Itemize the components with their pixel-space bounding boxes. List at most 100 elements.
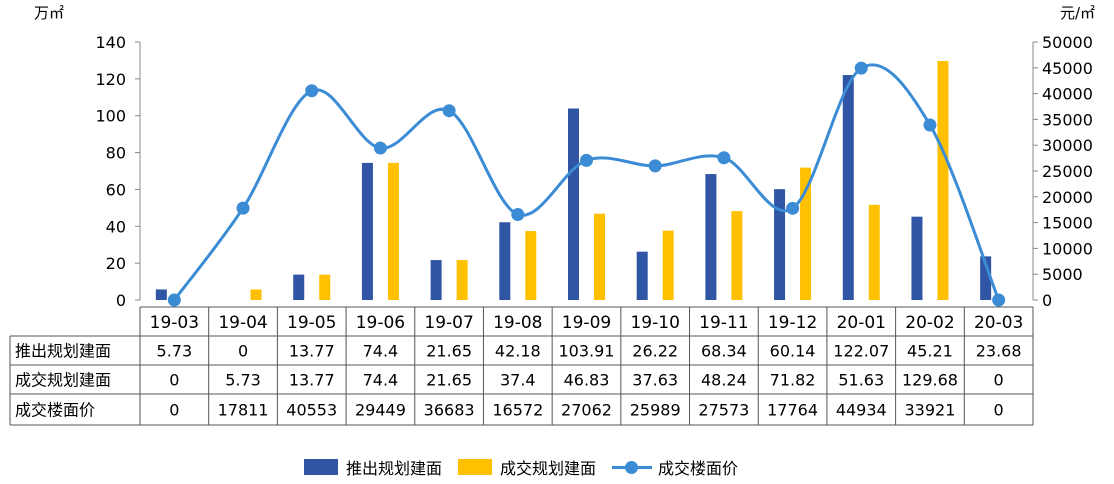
category-label: 19-08 <box>493 313 542 333</box>
table-cell: 60.14 <box>770 342 816 361</box>
category-label: 19-07 <box>424 313 473 333</box>
table-cell: 0 <box>169 401 179 420</box>
left-tick-label: 20 <box>106 254 126 273</box>
bar-launched-area <box>361 162 373 300</box>
category-label: 20-02 <box>905 313 954 333</box>
legend-label-launched-area: 推出规划建面 <box>346 459 443 478</box>
table-cell: 42.18 <box>495 342 541 361</box>
left-tick-label: 120 <box>95 70 126 89</box>
bar-launched-area <box>842 75 854 301</box>
table-cell: 29449 <box>355 401 406 420</box>
table-cell: 21.65 <box>426 342 472 361</box>
table-cell: 103.91 <box>559 342 615 361</box>
table-cell: 17764 <box>767 401 818 420</box>
legend-label-floor-price: 成交楼面价 <box>658 459 739 478</box>
table-row-label: 推出规划建面 <box>15 342 111 361</box>
bar-transacted-area <box>800 167 812 300</box>
table-cell: 16572 <box>492 401 543 420</box>
table-cell: 45.21 <box>907 342 953 361</box>
table-cell: 44934 <box>836 401 887 420</box>
table-cell: 21.65 <box>426 371 472 390</box>
table-cell: 74.4 <box>363 371 399 390</box>
bar-transacted-area <box>387 162 399 300</box>
floor-price-point <box>442 104 456 118</box>
table-cell: 0 <box>994 371 1004 390</box>
floor-price-point <box>373 141 387 155</box>
table-cell: 37.63 <box>632 371 678 390</box>
table-cell: 37.4 <box>500 371 536 390</box>
category-label: 19-12 <box>768 313 817 333</box>
legend-swatch-floor-price <box>612 459 653 475</box>
floor-price-point <box>305 84 319 98</box>
table-cell: 25989 <box>630 401 681 420</box>
table-cell: 122.07 <box>833 342 889 361</box>
left-tick-label: 60 <box>106 180 126 199</box>
table-cell: 13.77 <box>289 371 335 390</box>
right-tick-label: 40000 <box>1042 85 1093 104</box>
floor-price-point <box>717 151 731 165</box>
legend-item-transacted-area: 成交规划建面 <box>458 455 596 479</box>
bar-transacted-area <box>319 274 331 300</box>
table-cell: 68.34 <box>701 342 747 361</box>
right-tick-label: 50000 <box>1042 33 1093 52</box>
legend-swatch-launched-area <box>304 459 338 475</box>
category-label: 19-03 <box>150 313 199 333</box>
bar-launched-area <box>155 289 167 300</box>
table-cell: 129.68 <box>902 371 958 390</box>
legend-swatch-transacted-area <box>458 459 493 475</box>
floor-price-point <box>167 293 181 307</box>
bar-transacted-area <box>868 204 880 300</box>
right-tick-label: 45000 <box>1042 59 1093 78</box>
right-tick-label: 10000 <box>1042 239 1093 258</box>
right-tick-label: 5000 <box>1042 265 1083 284</box>
bar-transacted-area <box>937 61 949 301</box>
table-cell: 27573 <box>698 401 749 420</box>
table-cell: 0 <box>994 401 1004 420</box>
legend-item-floor-price: 成交楼面价 <box>612 455 738 479</box>
bar-transacted-area <box>662 230 674 300</box>
category-label: 19-11 <box>699 313 748 333</box>
floor-price-point <box>786 201 800 215</box>
table-cell: 74.4 <box>363 342 399 361</box>
table-cell: 27062 <box>561 401 612 420</box>
bar-launched-area <box>911 216 923 300</box>
floor-price-point <box>236 201 250 215</box>
bar-launched-area <box>980 256 992 300</box>
right-axis-unit: 元/㎡ <box>1060 4 1096 22</box>
left-axis-unit: 万㎡ <box>34 4 65 22</box>
floor-price-point <box>511 207 525 221</box>
bar-launched-area <box>636 251 648 300</box>
right-tick-label: 35000 <box>1042 110 1093 129</box>
bar-launched-area <box>499 222 511 300</box>
table-cell: 46.83 <box>564 371 610 390</box>
bar-launched-area <box>774 189 786 300</box>
table-row-label: 成交规划建面 <box>15 371 111 390</box>
bar-launched-area <box>293 274 305 300</box>
bar-transacted-area <box>731 211 743 300</box>
table-cell: 51.63 <box>838 371 884 390</box>
table-row-label: 成交楼面价 <box>15 401 95 420</box>
bar-transacted-area <box>525 231 537 300</box>
table-cell: 26.22 <box>632 342 678 361</box>
category-label: 19-09 <box>562 313 611 333</box>
category-label: 20-03 <box>974 313 1023 333</box>
right-tick-label: 15000 <box>1042 214 1093 233</box>
table-cell: 33921 <box>905 401 956 420</box>
bar-transacted-area <box>456 260 468 300</box>
table-cell: 17811 <box>218 401 269 420</box>
table-cell: 5.73 <box>225 371 261 390</box>
category-label: 19-04 <box>218 313 267 333</box>
left-tick-label: 0 <box>116 291 126 310</box>
table-cell: 0 <box>238 342 248 361</box>
legend-item-launched-area: 推出规划建面 <box>304 455 442 479</box>
floor-price-point <box>923 118 937 132</box>
table-cell: 36683 <box>424 401 475 420</box>
floor-price-point <box>648 159 662 173</box>
left-tick-label: 40 <box>106 217 126 236</box>
right-tick-label: 30000 <box>1042 136 1093 155</box>
legend-label-transacted-area: 成交规划建面 <box>500 459 597 478</box>
floor-price-point <box>854 61 868 75</box>
category-label: 19-06 <box>356 313 405 333</box>
table-cell: 71.82 <box>770 371 816 390</box>
